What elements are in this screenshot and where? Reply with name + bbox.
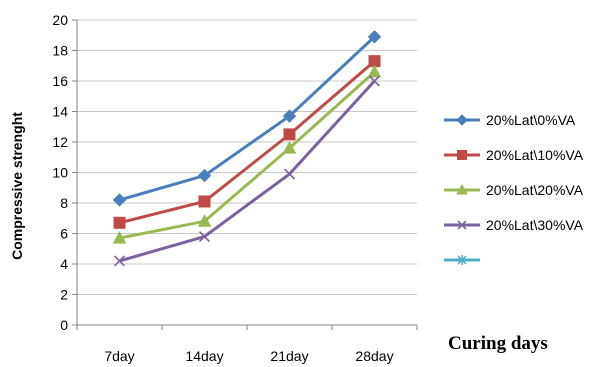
y-tick-label: 12 [52, 134, 68, 150]
y-tick-label: 14 [52, 104, 68, 120]
legend-item-4: 20%Lat\30%VA [444, 217, 584, 233]
series-2 [113, 55, 381, 229]
data-point [198, 230, 211, 243]
legend-label: 20%Lat\20%VA [486, 182, 584, 198]
legend-marker [457, 150, 467, 160]
x-tick-label: 14day [185, 348, 223, 364]
x-axis-label: Curing days [448, 333, 548, 354]
marker-stroke [198, 230, 211, 243]
marker-stroke [368, 75, 381, 87]
legend-marker [457, 220, 467, 230]
data-point [112, 193, 127, 207]
x-tick-label: 28day [355, 348, 393, 364]
data-point [283, 168, 296, 180]
data-point [198, 195, 211, 208]
y-tick-label: 16 [52, 73, 68, 89]
data-point [113, 255, 126, 267]
marker-stroke [283, 168, 296, 180]
legend-item-3: 20%Lat\20%VA [444, 182, 584, 198]
series-line [119, 60, 376, 225]
x-tick-label: 7day [104, 348, 134, 364]
y-tick-label: 4 [60, 256, 68, 272]
legend-label: 20%Lat\10%VA [486, 147, 584, 163]
series-3 [112, 64, 382, 244]
y-tick-label: 10 [52, 165, 68, 181]
y-tick-label: 18 [52, 43, 68, 59]
data-point [283, 128, 296, 141]
y-tick-labels: 0 2 4 6 8 10 12 14 16 18 20 [52, 12, 68, 333]
data-point [368, 75, 381, 87]
legend: 20%Lat\0%VA 20%Lat\10%VA 20%Lat\20%VA 20%La… [444, 112, 584, 265]
y-tick-label: 8 [60, 195, 68, 211]
data-point [367, 64, 382, 78]
data-point [197, 168, 212, 183]
y-tick-label: 2 [60, 287, 68, 303]
data-point [367, 30, 382, 44]
grid-lines [72, 19, 418, 330]
marker-stroke [457, 220, 467, 230]
series-group [112, 30, 382, 267]
legend-label: 20%Lat\0%VA [486, 112, 576, 128]
series-line [119, 35, 376, 202]
series-line [119, 79, 376, 263]
data-point [282, 109, 297, 123]
marker-stroke [113, 255, 126, 267]
series-line [119, 70, 376, 240]
x-tick-label: 21day [270, 348, 308, 364]
y-tick-label: 20 [52, 12, 68, 28]
x-tick-labels: 7day 14day 21day 28day [104, 348, 393, 364]
data-point [197, 214, 212, 227]
legend-marker [457, 255, 467, 265]
data-point [112, 231, 127, 244]
legend-item-5 [444, 255, 480, 265]
y-tick-label: 6 [60, 226, 68, 242]
y-tick-label: 0 [60, 317, 68, 333]
series-4 [113, 75, 381, 267]
data-point [113, 216, 126, 229]
legend-item-2: 20%Lat\10%VA [444, 147, 584, 163]
legend-label: 20%Lat\30%VA [486, 217, 584, 233]
y-axis-label: Compressive strenght [9, 112, 25, 260]
series-1 [112, 30, 382, 207]
legend-item-1: 20%Lat\0%VA [444, 112, 576, 128]
data-point [282, 141, 297, 154]
legend-marker [456, 114, 468, 126]
legend-marker [456, 183, 468, 195]
